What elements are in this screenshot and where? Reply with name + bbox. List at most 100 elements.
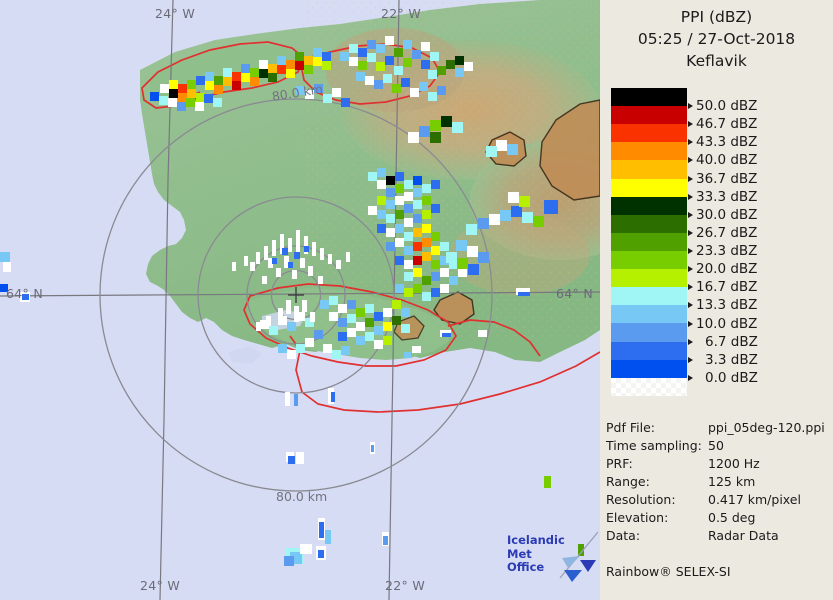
colorbar-band-16[interactable] [611,377,687,396]
colorbar-band-6[interactable] [611,196,687,215]
page-title: PPI (dBZ) [680,8,753,26]
icelandic-met-office-logo: Icelandic Met Office [502,530,599,582]
colorbar-tick-label: 33.3 dBZ [696,188,758,205]
colorbar-tick-label: 26.7 dBZ [696,224,758,241]
colorbar-tick-1: 46.7 dBZ [688,116,758,133]
colorbar-tick-8: 23.3 dBZ [688,243,758,260]
metadata-row: Pdf File: ppi_05deg-120.ppi [606,420,833,438]
logo-text: Icelandic Met Office [507,533,585,575]
metadata-key: PRF: [606,456,633,471]
metadata-value: 0.5 deg [708,510,756,525]
colorbar-band-1[interactable] [611,106,687,125]
logo-vane-2 [580,560,596,572]
colorbar-tick-label: 50.0 dBZ [696,98,758,115]
tick-arrow-icon [688,338,693,345]
metadata-row: Data: Radar Data [606,528,833,546]
echo-cluster-center [368,168,467,301]
title-block: PPI (dBZ) 05:25 / 27-Oct-2018 Keflavik [600,6,833,72]
echo-clutter-south [256,300,315,331]
colorbar-tick-label: 43.3 dBZ [696,134,758,151]
info-panel: PPI (dBZ) 05:25 / 27-Oct-2018 Keflavik 5… [600,0,833,600]
colorbar-tick-13: 6.7 dBZ [688,334,758,350]
metadata-key: Time sampling: [606,438,702,453]
tick-arrow-icon [688,229,693,236]
colorbar-tick-9: 20.0 dBZ [688,261,758,278]
dbz-colorbar[interactable] [611,88,687,396]
logo-line-1: Icelandic Met [507,533,565,561]
colorbar-band-15[interactable] [611,359,687,378]
logo-vane-3 [564,570,582,582]
tick-arrow-icon [688,302,693,309]
metadata-row: Resolution: 0.417 km/pixel [606,492,833,510]
colorbar-tick-label: 46.7 dBZ [696,116,758,133]
colorbar-band-14[interactable] [611,341,687,360]
tick-arrow-icon [688,211,693,218]
metadata-value: 0.417 km/pixel [708,492,801,507]
metadata-key: Resolution: [606,492,676,507]
metadata-key: Elevation: [606,510,669,525]
tick-arrow-icon [688,374,693,381]
radar-map-canvas[interactable] [0,0,600,600]
colorbar-tick-5: 33.3 dBZ [688,188,758,205]
colorbar-tick-label: 0.0 dBZ [705,369,758,386]
colorbar-band-13[interactable] [611,323,687,342]
metadata-value: ppi_05deg-120.ppi [708,420,825,435]
tick-arrow-icon [688,175,693,182]
metadata-key: Pdf File: [606,420,655,435]
metadata-row: PRF: 1200 Hz [606,456,833,474]
colorbar-tick-label: 10.0 dBZ [696,315,758,332]
metadata-key: Range: [606,474,650,489]
colorbar-band-10[interactable] [611,269,687,288]
echo-cluster-northwest [150,48,331,111]
tick-arrow-icon [688,121,693,128]
colorbar-band-3[interactable] [611,142,687,161]
colorbar-band-4[interactable] [611,160,687,179]
dbz-colorbar-labels: 50.0 dBZ 46.7 dBZ 43.3 dBZ 40.0 dBZ 36.7 dBZ… [688,88,828,396]
colorbar-band-5[interactable] [611,178,687,197]
colorbar-tick-15: 0.0 dBZ [688,369,758,386]
tick-arrow-icon [688,284,693,291]
colorbar-band-12[interactable] [611,305,687,324]
colorbar-band-2[interactable] [611,124,687,143]
colorbar-tick-6: 30.0 dBZ [688,206,758,223]
echo-cluster-north [296,36,473,107]
radar-map-panel[interactable]: 24° W 22° W 24° W 22° W 64° N 64° N 80.0… [0,0,600,600]
timestamp: 05:25 / 27-Oct-2018 [637,30,796,48]
tick-arrow-icon [688,320,693,327]
metadata-value: Radar Data [708,528,779,543]
tick-arrow-icon [688,193,693,200]
echo-clutter-blue [272,246,309,268]
echo-ground-clutter [232,230,350,284]
metadata-row: Elevation: 0.5 deg [606,510,833,528]
vendor-brand: Rainbow® SELEX-SI [606,564,731,579]
metadata-key: Data: [606,528,641,543]
colorbar-tick-10: 16.7 dBZ [688,279,758,296]
colorbar-tick-4: 36.7 dBZ [688,171,757,187]
colorbar-tick-label: 30.0 dBZ [696,206,758,223]
colorbar-tick-2: 43.3 dBZ [688,134,758,151]
colorbar-band-0[interactable] [611,88,687,107]
logo-line-2: Office [507,560,545,574]
colorbar-band-11[interactable] [611,287,687,306]
station-name: Keflavik [686,52,747,70]
metadata-rows: Pdf File: ppi_05deg-120.ppi Time sampling:… [606,420,833,546]
echo-cells-south [0,252,584,566]
metadata-value: 50 [708,438,724,453]
colorbar-tick-label: 16.7 dBZ [696,279,758,296]
colorbar-tick-label: 20.0 dBZ [696,261,758,278]
colorbar-tick-11: 13.3 dBZ [688,297,757,313]
colorbar-band-8[interactable] [611,232,687,251]
range-ring-label-south: 80.0 km [276,489,328,504]
tick-arrow-icon [688,103,693,110]
metadata-value: 1200 Hz [708,456,760,471]
radar-site-marker [288,287,304,303]
colorbar-band-7[interactable] [611,214,687,233]
colorbar-tick-14: 3.3 dBZ [688,352,758,368]
colorbar-tick-label: 23.3 dBZ [696,243,758,260]
metadata-value: 125 km [708,474,756,489]
colorbar-tick-3: 40.0 dBZ [688,152,757,168]
metadata-row: Time sampling: 50 [606,438,833,456]
tick-arrow-icon [688,248,693,255]
colorbar-band-9[interactable] [611,250,687,270]
